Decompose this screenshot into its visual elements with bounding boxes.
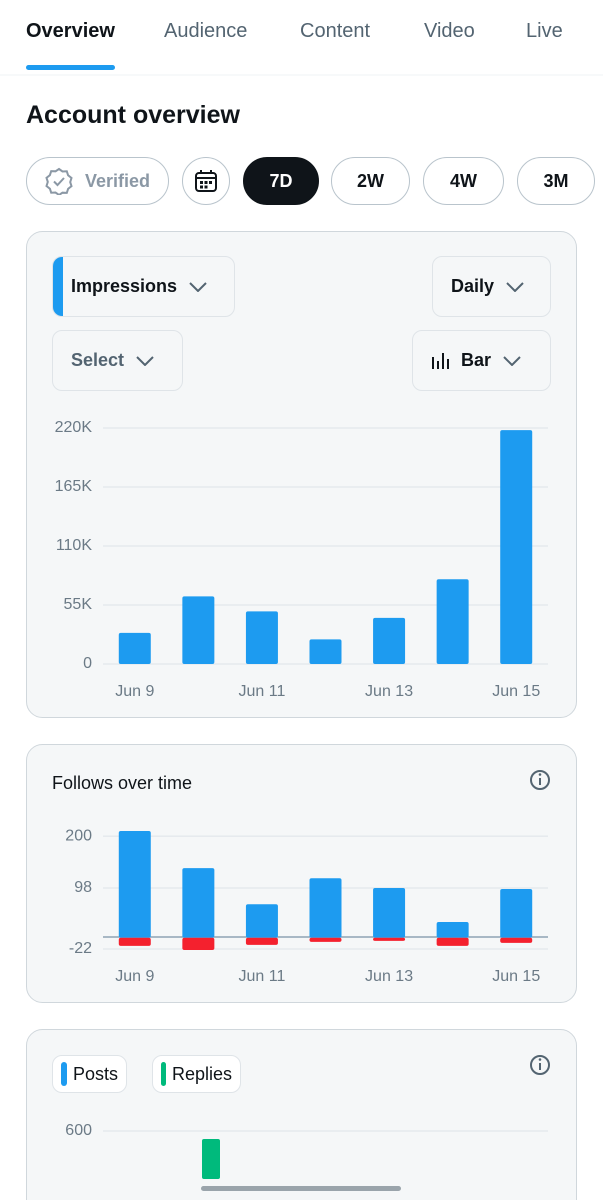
y-tick-label: 110K — [56, 537, 93, 554]
x-tick-label: Jun 9 — [115, 683, 154, 700]
bar — [436, 579, 469, 664]
bar — [182, 596, 215, 664]
tab[interactable]: Content — [300, 20, 371, 42]
bar — [309, 937, 342, 942]
metric-color — [53, 257, 63, 316]
bar — [118, 937, 151, 946]
legend-swatch — [161, 1062, 166, 1086]
chevron — [136, 355, 154, 366]
interval-label: Daily — [451, 276, 495, 296]
x-tick-label: Jun 13 — [365, 683, 413, 700]
bar — [436, 922, 469, 938]
range-button[interactable]: 4W — [423, 157, 504, 205]
tab-indicator — [26, 65, 115, 70]
calendar-icon — [195, 170, 217, 192]
tab[interactable]: Audience — [164, 20, 248, 42]
bar — [373, 887, 406, 938]
y-tick-label: 200 — [65, 827, 92, 844]
legend-item[interactable]: Posts — [52, 1055, 127, 1093]
tab[interactable]: Overview — [26, 20, 115, 42]
metric-dropdown[interactable]: Impressions — [52, 256, 235, 317]
x-tick-label: Jun 11 — [238, 683, 285, 700]
y-tick-label: 0 — [83, 655, 92, 672]
chevron — [503, 355, 521, 366]
compare-label: Select — [71, 350, 125, 370]
chevron — [506, 281, 524, 292]
bar — [182, 868, 215, 938]
bar — [373, 937, 406, 941]
y-tick-label: 55K — [64, 596, 93, 613]
tab[interactable]: Video — [424, 20, 475, 42]
bar — [245, 904, 278, 938]
bar-partial — [202, 1139, 220, 1179]
x-tick-label: Jun 9 — [115, 968, 154, 985]
page-title: Account overview — [26, 101, 240, 129]
chart-style-dropdown[interactable]: Bar — [412, 330, 551, 391]
legend-label: Replies — [171, 1063, 232, 1084]
chart-title: Follows over time — [52, 773, 193, 793]
legend-item[interactable]: Replies — [152, 1055, 241, 1093]
bar — [309, 639, 342, 664]
bar — [436, 937, 469, 946]
bar — [118, 831, 151, 938]
compare-dropdown[interactable]: Select — [52, 330, 183, 391]
range-button[interactable]: 7D — [243, 157, 319, 205]
info-icon — [530, 770, 550, 790]
y-tick-label: 600 — [65, 1122, 92, 1139]
tab[interactable]: Live — [526, 20, 563, 42]
bar-icon — [432, 352, 449, 369]
verified-filter[interactable]: Verified — [26, 157, 169, 205]
bar — [500, 888, 533, 938]
metric-label: Impressions — [71, 276, 178, 296]
bar — [500, 430, 533, 664]
y-tick-label: 98 — [74, 879, 92, 896]
y-tick-label: 220K — [55, 419, 93, 436]
legend-swatch — [61, 1062, 67, 1086]
bar — [245, 611, 278, 664]
bar — [245, 937, 278, 945]
calendar-button[interactable] — [182, 157, 230, 205]
y-tick-label: -22 — [69, 940, 92, 957]
bar — [182, 937, 215, 950]
chevron — [189, 281, 207, 292]
info-icon — [530, 1055, 550, 1075]
bar — [500, 937, 533, 943]
legend-label: Posts — [72, 1063, 118, 1084]
verified-icon — [45, 167, 73, 195]
chart-style-label: Bar — [461, 350, 492, 370]
verified-label: Verified — [84, 170, 151, 191]
y-tick-label: 165K — [55, 478, 93, 495]
range-button[interactable]: 3M — [517, 157, 595, 205]
bar — [373, 617, 406, 664]
bar — [118, 632, 151, 664]
home-indicator — [201, 1186, 401, 1191]
x-tick-label: Jun 15 — [492, 683, 540, 700]
interval-dropdown[interactable]: Daily — [432, 256, 551, 317]
x-tick-label: Jun 11 — [238, 968, 285, 985]
x-tick-label: Jun 15 — [492, 968, 540, 985]
x-tick-label: Jun 13 — [365, 968, 413, 985]
range-button[interactable]: 2W — [331, 157, 410, 205]
bar — [309, 878, 342, 938]
